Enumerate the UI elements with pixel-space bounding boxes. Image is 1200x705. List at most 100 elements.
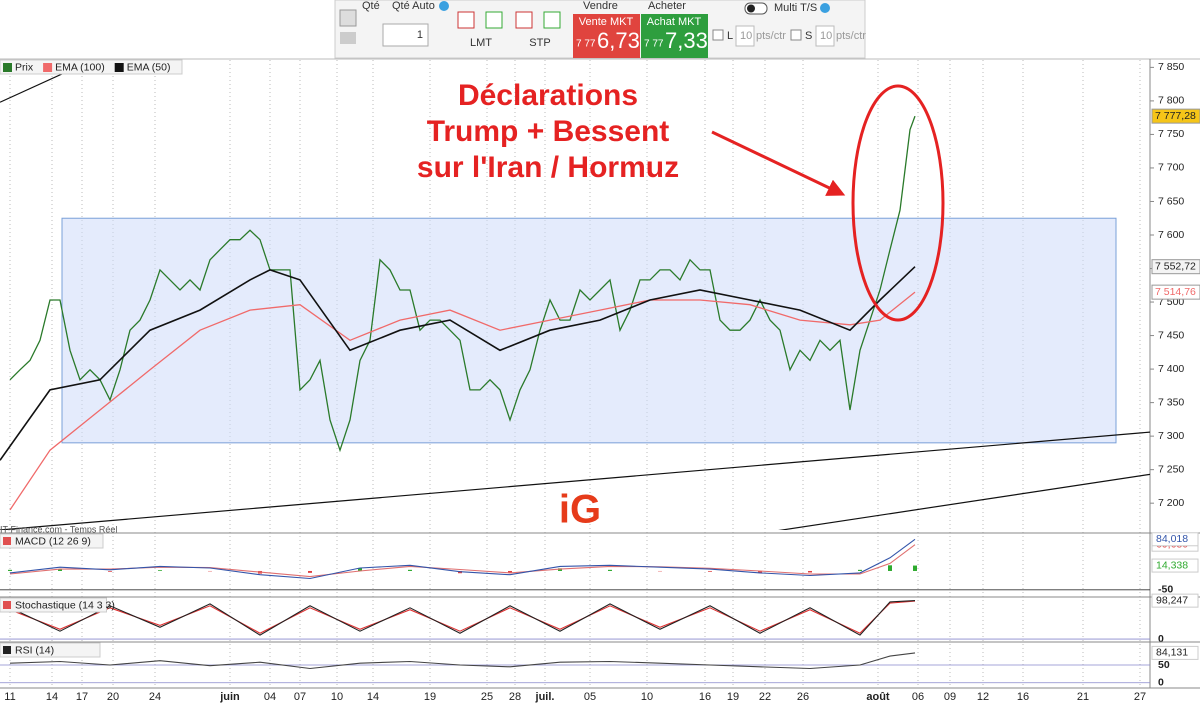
x-tick-label: juil. — [535, 691, 555, 703]
x-tick-label: 12 — [977, 691, 989, 703]
panel-label-bg — [0, 597, 107, 613]
x-tick-label: 04 — [264, 691, 276, 703]
y-tick-label: 7 300 — [1158, 430, 1184, 442]
settings-icon[interactable] — [339, 9, 357, 27]
watermark: IT-Finance.com - Temps Réel — [0, 524, 117, 534]
x-tick-label: 14 — [46, 691, 58, 703]
series-line — [0, 266, 916, 461]
sell-price[interactable]: 6,73 — [597, 28, 640, 53]
trendline — [0, 431, 1150, 530]
x-tick-label: 17 — [76, 691, 88, 703]
checkbox[interactable] — [790, 29, 802, 41]
x-tick-label: 10 — [331, 691, 343, 703]
s-label: S — [805, 30, 812, 42]
x-tick-label: 10 — [641, 691, 653, 703]
y-tick-label: 0 — [1158, 633, 1164, 645]
histogram-bar — [408, 569, 412, 571]
lmt-button[interactable]: LMT — [470, 37, 492, 49]
x-tick-label: 14 — [367, 691, 379, 703]
toggle-knob — [747, 4, 755, 13]
stp-icon[interactable] — [515, 11, 533, 29]
y-tick-label: 0 — [1158, 677, 1164, 689]
x-tick-label: 26 — [797, 691, 809, 703]
sell-prefix[interactable]: 7 77 — [576, 39, 596, 50]
panel-label-bg — [0, 533, 104, 549]
qty-input[interactable] — [382, 23, 429, 47]
panel-label: Stochastique (14 3 3) — [15, 599, 115, 611]
sell-mkt[interactable]: Vente MKT — [579, 16, 634, 28]
y-tick-label: 7 600 — [1158, 229, 1184, 241]
logo: iG — [559, 488, 601, 532]
s-input[interactable] — [815, 25, 835, 47]
y-tick-label: 7 450 — [1158, 329, 1184, 341]
arrow — [711, 130, 846, 196]
price-tag — [1151, 259, 1200, 275]
indicator-line — [9, 544, 916, 578]
x-tick-label: 16 — [1017, 691, 1029, 703]
legend-label: EMA (50) — [127, 61, 171, 73]
price-tag-label: 7 777,28 — [1155, 110, 1196, 122]
value-tag-label: 84,131 — [1156, 647, 1188, 659]
x-tick-label: juin — [219, 691, 240, 703]
y-tick-label: 7 700 — [1158, 162, 1184, 174]
y-tick-label: 7 650 — [1158, 195, 1184, 207]
x-tick-label: 07 — [294, 691, 306, 703]
qty-label: Qté — [362, 0, 380, 12]
histogram-bar — [158, 570, 162, 571]
panel-icon — [3, 537, 11, 545]
indicator-line — [9, 600, 916, 636]
panel-label-bg — [0, 642, 101, 658]
indicator-line — [9, 600, 916, 634]
lmt-icon[interactable] — [457, 11, 475, 29]
x-tick-label: août — [866, 691, 890, 703]
panel-icon — [3, 601, 11, 609]
y-tick-label: -50 — [1158, 584, 1173, 596]
value-tag — [1151, 593, 1199, 608]
y-tick-label: 7 850 — [1158, 61, 1184, 73]
legend: Prix EMA (100) EMA (50) — [0, 59, 183, 75]
checkbox[interactable] — [712, 29, 724, 41]
sell-button[interactable] — [573, 14, 640, 58]
histogram-bar — [758, 570, 762, 573]
stp-button[interactable]: STP — [529, 37, 550, 49]
x-tick-label: 06 — [912, 691, 924, 703]
legend-swatch — [114, 63, 124, 72]
indicator-line — [9, 652, 916, 670]
x-tick-label: 11 — [4, 691, 15, 703]
value-tag-label: 98,247 — [1156, 594, 1188, 606]
value-tag — [1151, 645, 1199, 660]
price-plot — [0, 60, 1150, 530]
buy-label: Acheter — [648, 0, 686, 12]
value-tag — [1151, 532, 1199, 547]
qty-auto[interactable]: Qté Auto — [392, 0, 435, 12]
l-input[interactable] — [735, 25, 755, 47]
buy-prefix[interactable]: 7 77 — [644, 39, 664, 50]
x-tick-label: 22 — [759, 691, 771, 703]
multi-ts: Multi T/S — [774, 2, 817, 14]
price-tag-label: 7 514,76 — [1155, 286, 1196, 298]
lmt-icon[interactable] — [485, 11, 503, 29]
y-tick-label: 7 200 — [1158, 497, 1184, 509]
buy-button[interactable] — [641, 14, 708, 58]
qty-value[interactable]: 1 — [417, 29, 423, 41]
l-qty[interactable]: 10 — [740, 30, 752, 42]
value-tag-label: 14,338 — [1156, 559, 1188, 571]
stp-icon[interactable] — [543, 11, 561, 29]
info-bubble — [820, 3, 830, 13]
s-qty[interactable]: 10 — [820, 30, 832, 42]
histogram-bar — [8, 569, 12, 571]
x-tick-label: 25 — [481, 691, 493, 703]
buy-mkt[interactable]: Achat MKT — [647, 16, 702, 28]
keyboard-icon[interactable] — [340, 32, 356, 44]
histogram-bar — [808, 570, 812, 573]
y-tick-label: 7 400 — [1158, 363, 1184, 375]
x-tick-label: 28 — [509, 691, 521, 703]
range-box — [61, 217, 1117, 444]
buy-price[interactable]: 7,33 — [665, 28, 708, 53]
info-bubble — [439, 1, 449, 11]
legend-label: Prix — [15, 61, 34, 73]
x-tick-label: 21 — [1077, 691, 1089, 703]
x-tick-label: 05 — [584, 691, 596, 703]
x-tick-label: 09 — [944, 691, 956, 703]
y-tick-label: 7 350 — [1158, 396, 1184, 408]
